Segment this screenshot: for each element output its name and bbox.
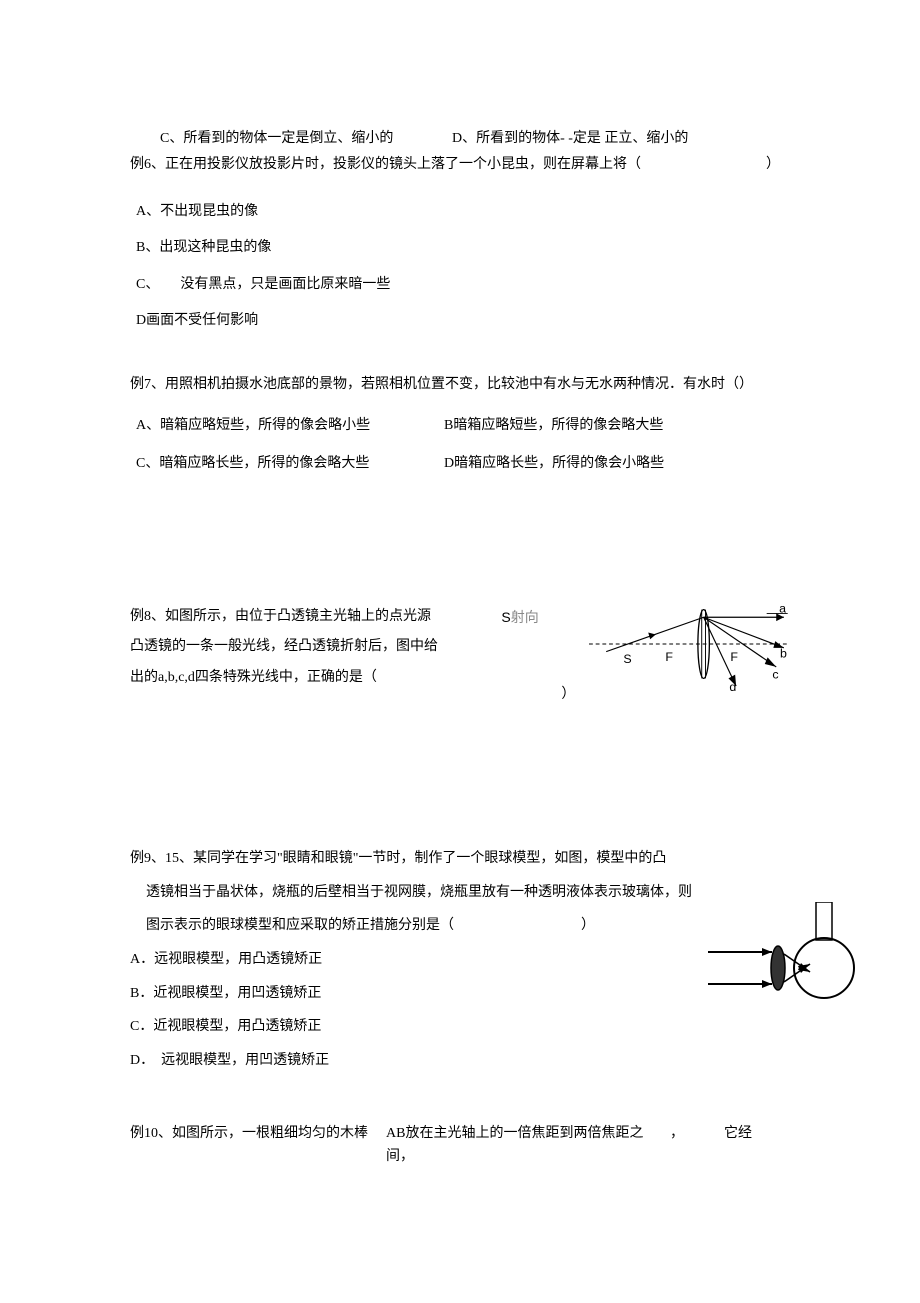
- q8-label-f2: F: [731, 650, 739, 664]
- q8-lens-diagram: S F F a b c d: [589, 594, 790, 694]
- q5-option-d: D、所看到的物体- -定是 正立、缩小的: [452, 128, 688, 150]
- q7-stem: 例7、用照相机拍摄水池底部的景物，若照相机位置不变，比较池中有水与无水两种情况．…: [130, 374, 790, 396]
- q10-part1: 例10、如图所示，一根粗细均匀的木棒: [130, 1123, 386, 1168]
- q9-line3: 图示表示的眼球模型和应采取的矫正措施分别是（: [146, 918, 454, 933]
- q10-part4: 它经: [724, 1123, 790, 1168]
- q9-paren: ）: [581, 918, 595, 933]
- q5-option-c: C、所看到的物体一定是倒立、缩小的: [160, 128, 452, 150]
- q9-option-a: A．远视眼模型，用凸透镜矫正: [130, 943, 790, 977]
- q8-label-s: S: [624, 652, 632, 666]
- q8-s-suffix: 射向: [511, 609, 539, 625]
- q8-line2: 凸透镜的一条一般光线，经凸透镜折射后，图中给: [130, 632, 483, 663]
- q8-s-label: S: [501, 609, 510, 625]
- q9-option-c: C．近视眼模型，用凸透镜矫正: [130, 1010, 790, 1044]
- q7-option-b: B暗箱应略短些，所得的像会略大些: [444, 415, 744, 437]
- q6-option-b: B、出现这种昆虫的像: [136, 237, 790, 259]
- q8-line3: 出的a,b,c,d四条特殊光线中，正确的是（: [130, 670, 377, 685]
- q9-eye-model-diagram: [708, 902, 858, 1012]
- q8-paren: ）: [561, 685, 575, 701]
- q10-part3: ，: [670, 1123, 724, 1168]
- q9-line2: 透镜相当于晶状体，烧瓶的后壁相当于视网膜，烧瓶里放有一种透明液体表示玻璃体，则: [130, 876, 790, 910]
- q6-stem: 例6、正在用投影仪放投影片时，投影仪的镜头上落了一个小昆虫，则在屏幕上将（: [130, 154, 641, 176]
- q9-option-d: D． 远视眼模型，用凹透镜矫正: [130, 1044, 790, 1078]
- q8-label-f1: F: [666, 650, 674, 664]
- q8-line1: 例8、如图所示，由位于凸透镜主光轴上的点光源: [130, 602, 483, 633]
- q9-line1: 例9、15、某同学在学习"眼睛和眼镜"一节时，制作了一个眼球模型，如图，模型中的…: [130, 842, 790, 876]
- q6-option-a: A、不出现昆虫的像: [136, 201, 790, 223]
- q9-option-b: B．近视眼模型，用凹透镜矫正: [130, 977, 790, 1011]
- q8-label-b: b: [780, 646, 787, 660]
- q10-part2: AB放在主光轴上的一倍焦距到两倍焦距之间，: [386, 1123, 670, 1168]
- q6-paren-close: ）: [766, 154, 790, 176]
- q7-option-d: D暗箱应略长些，所得的像会小略些: [444, 453, 744, 475]
- q8-label-d: d: [730, 679, 737, 693]
- q6-option-c: C、 没有黑点，只是画面比原来暗一些: [136, 274, 790, 296]
- q6-option-d: D画面不受任何影响: [136, 310, 790, 332]
- q8-label-c: c: [773, 667, 779, 681]
- q7-option-a: A、暗箱应略短些，所得的像会略小些: [136, 415, 444, 437]
- q7-option-c: C、暗箱应略长些，所得的像会略大些: [136, 453, 444, 475]
